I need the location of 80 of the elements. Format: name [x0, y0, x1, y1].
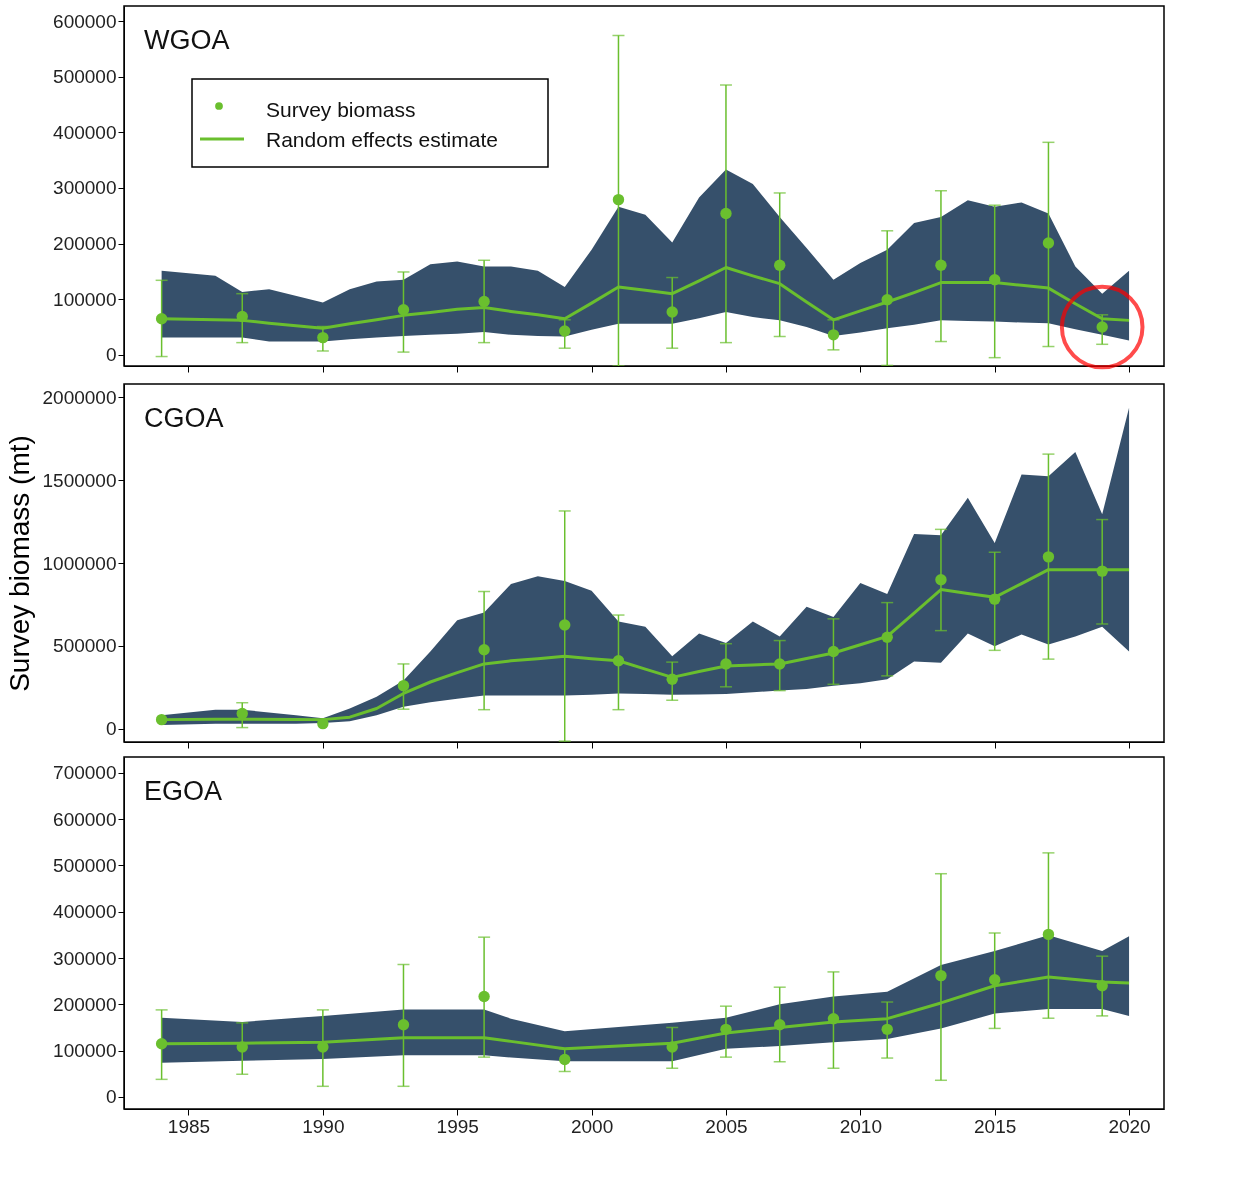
x-tick-label: 1990 [302, 1115, 345, 1137]
point [935, 969, 947, 982]
y-tick-label: 200000 [53, 993, 117, 1015]
x-tick-label: 1995 [436, 1115, 479, 1137]
point [935, 574, 947, 586]
point [666, 1041, 678, 1053]
point [236, 1041, 248, 1053]
x-tick-label: 1985 [167, 1115, 211, 1137]
x-tick-label: 2020 [1108, 1115, 1151, 1137]
y-tick-label: 700000 [53, 762, 117, 784]
y-tick-label: 400000 [53, 901, 117, 923]
point [612, 655, 625, 667]
y-tick-label: 0 [105, 1086, 117, 1108]
point [720, 207, 732, 220]
y-tick-label: 500000 [53, 854, 117, 876]
point [612, 193, 625, 206]
point [1042, 928, 1055, 941]
x-tick-label: 2010 [839, 1115, 882, 1137]
x-tick-label: 2000 [570, 1115, 614, 1137]
point [720, 658, 732, 670]
x-tick-label: 2015 [974, 1115, 1017, 1137]
y-tick-label: 400000 [53, 121, 117, 143]
y-axis-title: Survey biomass (mt) [3, 435, 35, 692]
point [774, 1019, 786, 1031]
y-tick-label: 1000000 [42, 552, 117, 574]
point [559, 619, 571, 631]
x-tick-label: 2005 [705, 1115, 748, 1137]
y-tick-label: 600000 [53, 808, 117, 830]
point [989, 274, 1001, 286]
text: WGOA [144, 25, 230, 55]
point [155, 713, 168, 726]
y-tick-label: 200000 [53, 233, 117, 255]
point [1042, 551, 1055, 563]
point [989, 974, 1001, 986]
point [881, 631, 893, 643]
point [935, 259, 947, 271]
point [397, 1019, 410, 1031]
point [397, 304, 410, 316]
text: EGOA [144, 776, 223, 806]
y-tick-label: 0 [105, 718, 117, 740]
point [827, 1012, 840, 1025]
point [317, 717, 329, 730]
y-tick-label: 600000 [53, 10, 117, 32]
text: CGOA [144, 403, 224, 433]
point [827, 645, 840, 658]
point [774, 259, 786, 271]
point [155, 313, 168, 325]
y-tick-label: 300000 [53, 947, 117, 969]
y-tick-label: 2000000 [42, 386, 117, 408]
point [989, 593, 1001, 605]
y-tick-label: 0 [105, 344, 117, 366]
point [1059, 284, 1145, 370]
y-tick-label: 100000 [53, 1040, 117, 1062]
legend-label: Random effects estimate [266, 128, 498, 151]
y-tick-label: 100000 [53, 288, 117, 310]
point [1096, 980, 1108, 992]
point [559, 1053, 571, 1066]
legend-label: Survey biomass [266, 98, 416, 121]
point [774, 658, 786, 670]
point [478, 990, 490, 1003]
point [1042, 237, 1055, 249]
y-tick-label: 500000 [53, 66, 117, 88]
y-tick-label: 300000 [53, 177, 117, 199]
point [827, 329, 840, 341]
point [397, 679, 410, 692]
point [666, 673, 678, 685]
y-tick-label: 500000 [53, 635, 117, 657]
y-tick-label: 1500000 [42, 469, 117, 491]
point [666, 306, 678, 318]
point [155, 1038, 168, 1050]
point [559, 325, 571, 337]
point [1096, 565, 1108, 577]
point [478, 643, 490, 656]
point [720, 1023, 732, 1036]
point [881, 1023, 893, 1036]
point [1096, 321, 1108, 333]
point [881, 294, 893, 306]
point [236, 310, 248, 323]
point [317, 331, 329, 344]
point [478, 295, 490, 308]
